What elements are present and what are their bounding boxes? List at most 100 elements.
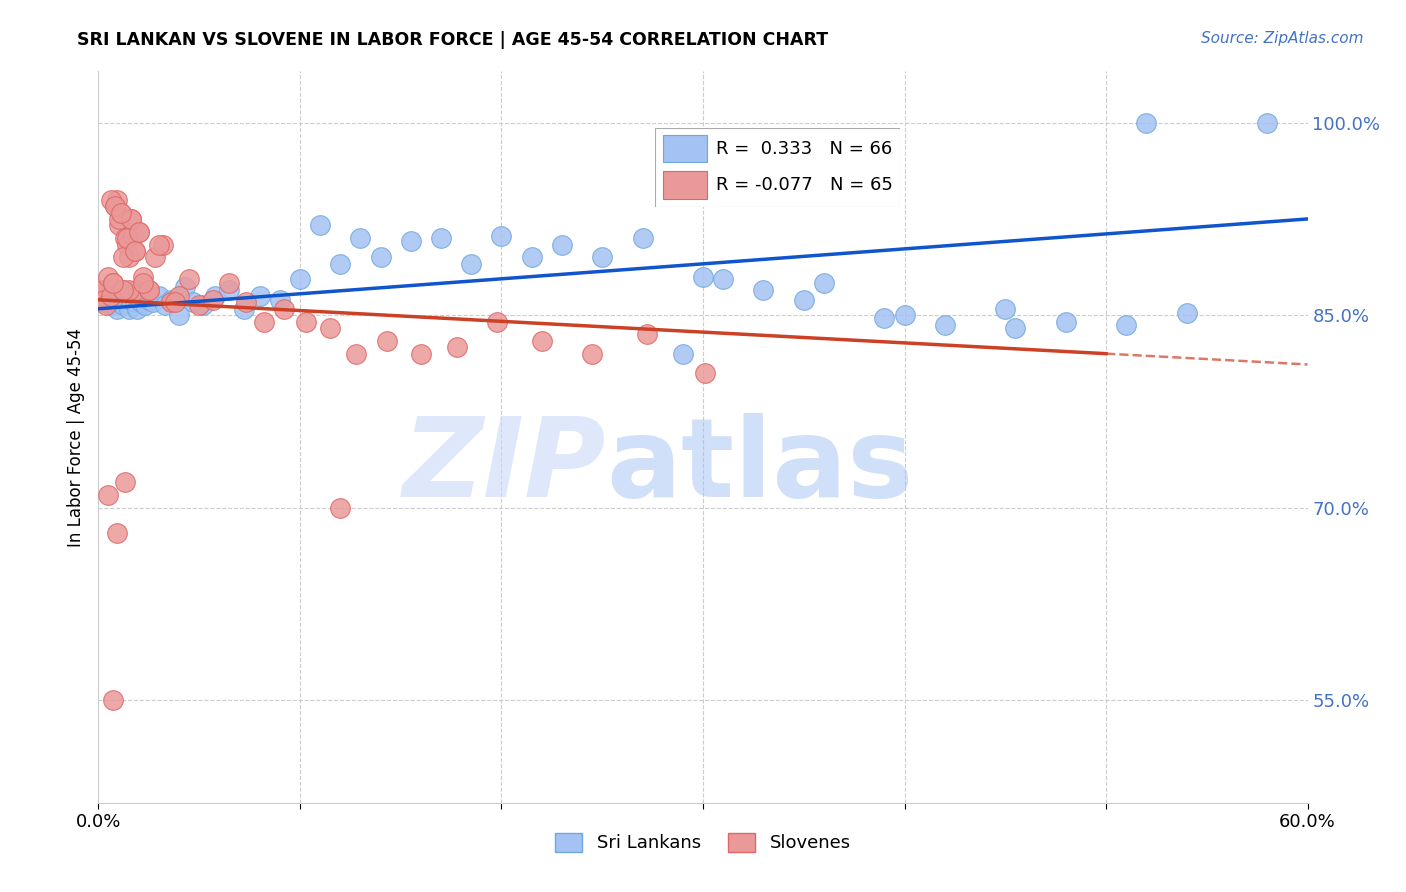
Point [128, 293, 150, 307]
Point [179, 272, 201, 286]
Point [329, 500, 352, 515]
Point [218, 276, 240, 290]
Point [91, 295, 114, 310]
Point [218, 283, 240, 297]
Point [101, 276, 124, 290]
Point [96, 283, 118, 297]
Point [114, 231, 136, 245]
Point [110, 205, 132, 219]
Point [530, 334, 553, 348]
Point [103, 199, 125, 213]
Point [349, 231, 371, 245]
Point [120, 211, 142, 226]
Point [752, 283, 775, 297]
FancyBboxPatch shape [662, 135, 707, 162]
Point [167, 289, 190, 303]
Point [107, 211, 129, 226]
Text: ZIP: ZIP [402, 413, 606, 520]
Point [125, 301, 148, 316]
Point [181, 295, 204, 310]
Point [89, 293, 111, 307]
Point [101, 693, 124, 707]
Point [100, 193, 122, 207]
Point [344, 346, 367, 360]
Point [174, 280, 197, 294]
Point [96, 298, 118, 312]
Point [491, 228, 513, 243]
Point [121, 228, 143, 243]
Point [128, 225, 150, 239]
Point [188, 298, 211, 312]
Point [370, 251, 392, 265]
Point [288, 272, 311, 286]
Point [1004, 321, 1026, 335]
Point [114, 475, 136, 489]
Point [93, 289, 115, 303]
Point [93, 293, 115, 307]
Point [120, 211, 142, 226]
Point [309, 219, 332, 233]
Point [148, 237, 170, 252]
Point [101, 276, 124, 290]
Point [111, 283, 134, 297]
Point [107, 219, 129, 233]
Point [103, 199, 125, 213]
Point [693, 366, 716, 380]
Text: atlas: atlas [606, 413, 914, 520]
Point [89, 285, 111, 299]
Point [128, 225, 150, 239]
Point [124, 295, 146, 310]
Point [97, 269, 120, 284]
Point [202, 293, 225, 307]
Point [142, 295, 165, 310]
Point [121, 285, 143, 299]
Point [134, 298, 156, 312]
Point [430, 231, 453, 245]
Point [132, 269, 155, 284]
Point [232, 301, 254, 316]
Point [100, 298, 122, 312]
Point [110, 205, 132, 219]
Point [129, 295, 152, 310]
Point [163, 295, 186, 310]
Text: SRI LANKAN VS SLOVENE IN LABOR FORCE | AGE 45-54 CORRELATION CHART: SRI LANKAN VS SLOVENE IN LABOR FORCE | A… [77, 31, 828, 49]
Point [873, 310, 896, 325]
Text: Source: ZipAtlas.com: Source: ZipAtlas.com [1201, 31, 1364, 46]
Point [115, 295, 138, 310]
Point [167, 308, 190, 322]
Point [460, 257, 482, 271]
FancyBboxPatch shape [662, 171, 707, 199]
Point [111, 251, 134, 265]
Point [118, 301, 141, 316]
Point [295, 315, 318, 329]
Point [399, 234, 422, 248]
Point [711, 272, 734, 286]
Point [114, 289, 136, 303]
Point [101, 293, 124, 307]
Point [107, 283, 129, 297]
Point [893, 308, 915, 322]
Point [160, 293, 183, 307]
Point [118, 283, 141, 297]
Point [486, 315, 509, 329]
Point [143, 251, 166, 265]
Text: R = -0.077   N = 65: R = -0.077 N = 65 [717, 176, 893, 194]
Point [111, 298, 134, 312]
Point [120, 293, 142, 307]
Point [100, 289, 122, 303]
Point [138, 283, 160, 297]
Point [329, 257, 352, 271]
Point [138, 293, 160, 307]
Point [115, 237, 138, 252]
Point [1175, 305, 1198, 319]
Point [125, 283, 148, 297]
Point [132, 289, 155, 303]
Point [124, 244, 146, 258]
Point [105, 526, 128, 541]
Text: R =  0.333   N = 66: R = 0.333 N = 66 [717, 139, 893, 158]
Point [672, 346, 695, 360]
Point [446, 340, 468, 354]
Point [148, 289, 170, 303]
Point [375, 334, 398, 348]
Point [204, 289, 226, 303]
